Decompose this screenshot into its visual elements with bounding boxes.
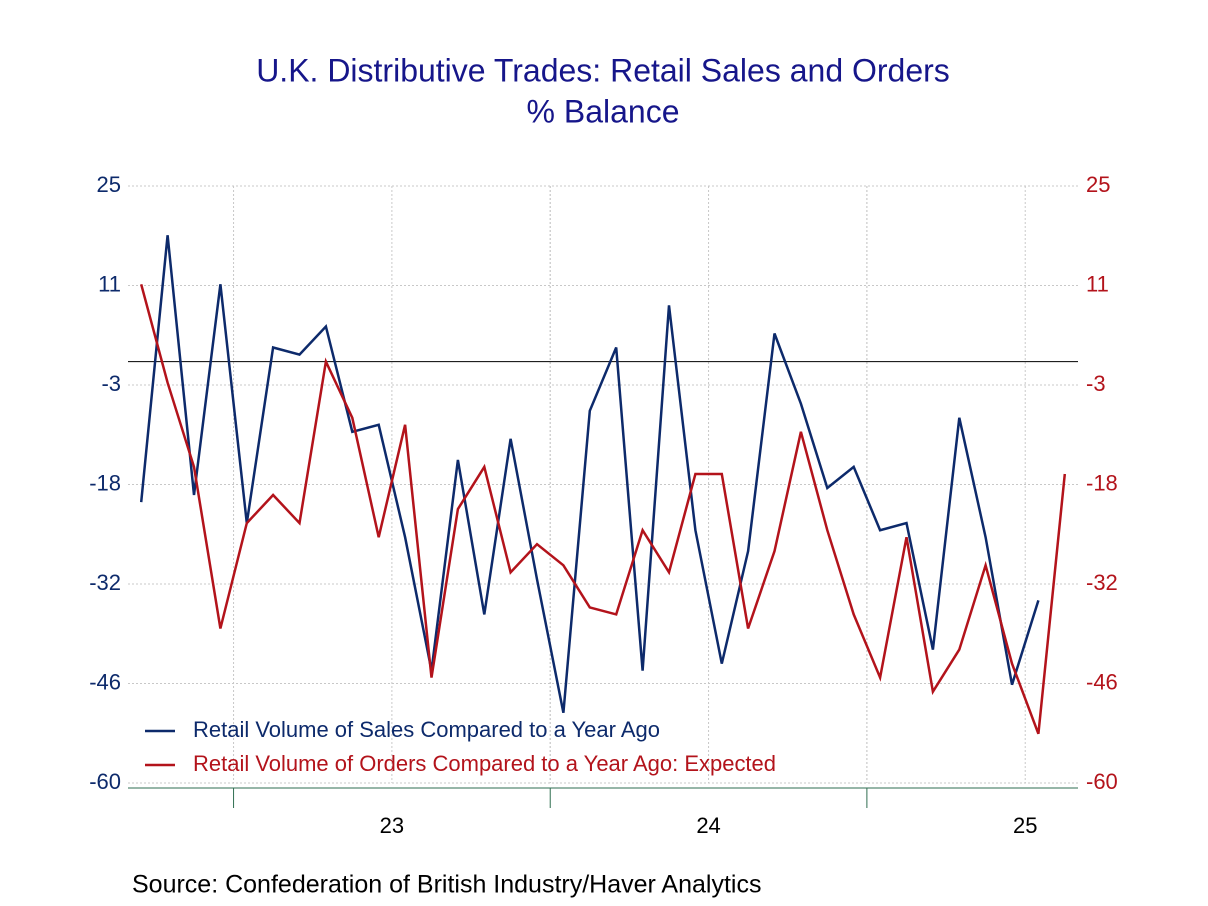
- y2-tick-label: 11: [1086, 271, 1109, 296]
- y-tick-label: 11: [98, 271, 121, 296]
- x-tick-label: 23: [380, 813, 404, 838]
- chart-title: U.K. Distributive Trades: Retail Sales a…: [256, 52, 950, 88]
- y-tick-label: -18: [89, 470, 121, 495]
- y2-tick-label: -3: [1086, 371, 1106, 396]
- y-tick-label: -60: [89, 769, 121, 794]
- y2-tick-label: -32: [1086, 570, 1118, 595]
- chart-subtitle: % Balance: [527, 93, 680, 129]
- y-tick-label: 25: [97, 172, 121, 197]
- series-line: [139, 283, 1067, 735]
- y-tick-label: -3: [101, 371, 121, 396]
- y2-tick-label: 25: [1086, 172, 1110, 197]
- y2-tick-label: -46: [1086, 669, 1118, 694]
- legend-label: Retail Volume of Sales Compared to a Yea…: [193, 717, 660, 742]
- series-line: [139, 235, 1040, 714]
- source-note: Source: Confederation of British Industr…: [132, 871, 761, 899]
- y2-tick-label: -18: [1086, 470, 1118, 495]
- y2-tick-label: -60: [1086, 769, 1118, 794]
- legend-label: Retail Volume of Orders Compared to a Ye…: [193, 751, 776, 776]
- y-tick-label: -32: [89, 570, 121, 595]
- x-tick-label: 25: [1013, 813, 1037, 838]
- y-tick-label: -46: [89, 669, 121, 694]
- x-tick-label: 24: [696, 813, 720, 838]
